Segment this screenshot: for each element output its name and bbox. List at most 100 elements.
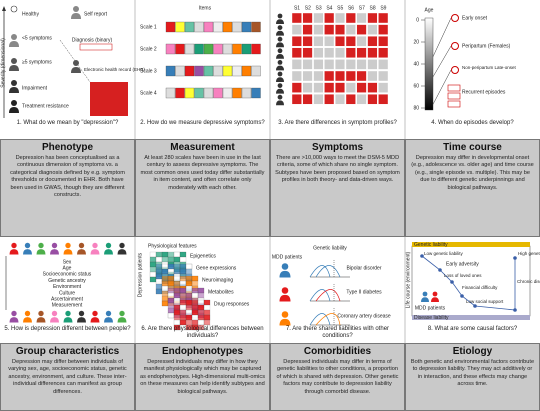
item-cell (165, 87, 176, 99)
person-head (11, 100, 17, 106)
symptom-cell (378, 59, 389, 70)
person-body (90, 249, 100, 255)
label: Epigenetics (190, 253, 216, 259)
omics-cell (185, 314, 193, 321)
label: Environment (53, 284, 82, 290)
omics-cell (173, 275, 181, 282)
label: Gene expressions (196, 265, 237, 271)
person-body (421, 297, 429, 302)
omics-cell (161, 251, 169, 258)
person-body (276, 30, 284, 36)
omics-cell (191, 280, 199, 287)
heading: Comorbidities (303, 346, 372, 357)
label: S9 (380, 5, 386, 11)
label: Ascertainment (51, 297, 84, 303)
symptom-cell (378, 12, 389, 24)
person-head (105, 242, 112, 249)
person-body (117, 317, 127, 323)
label: Non-peripartum Late-onset (462, 65, 517, 70)
symptom-cell (345, 24, 356, 35)
omics-cell (155, 263, 163, 270)
omics-cell (161, 285, 169, 292)
person-body (117, 249, 127, 255)
caption: 2. How do we measure depressive symptoms… (140, 120, 265, 126)
person-head (11, 80, 17, 86)
omics-cell (197, 314, 205, 321)
person-body (279, 294, 291, 302)
item-cell (203, 21, 214, 33)
item-cell (165, 65, 176, 77)
label: Genetic ancestry (48, 278, 86, 284)
omics-cell (161, 256, 169, 263)
person-head (119, 242, 125, 249)
omics-cell (173, 268, 181, 275)
omics-cell (173, 314, 181, 321)
label: Items (199, 5, 212, 11)
omics-cell (185, 280, 193, 287)
person-head (277, 25, 283, 30)
bar-bottom (412, 315, 530, 320)
person-body (276, 42, 284, 48)
label: Scale 1 (140, 24, 157, 30)
person-body (276, 88, 284, 94)
label: Healthy (22, 11, 39, 17)
person-body (9, 317, 19, 323)
omics-cell (161, 275, 169, 282)
person-head (24, 310, 31, 317)
description: There are >10,000 ways to meet the DSM-5… (275, 155, 400, 184)
omics-cell (197, 299, 205, 306)
person-body (276, 65, 284, 71)
item-cell (175, 43, 185, 55)
symptom-cell (367, 12, 378, 24)
label: Electronic health record (EHR) (84, 67, 146, 72)
person-head (11, 310, 17, 317)
label: Impairment (22, 85, 48, 91)
symptom-cell (302, 12, 313, 24)
symptom-cell (302, 93, 313, 105)
symptom-cell (313, 70, 324, 82)
item-cell (184, 65, 195, 77)
person-body (276, 100, 284, 106)
symptom-cell (378, 47, 389, 58)
node (450, 280, 454, 284)
symptom-cell (324, 12, 335, 24)
omics-cell (173, 263, 181, 270)
symptom-cell (335, 93, 346, 105)
person-body (279, 270, 291, 278)
link (432, 17, 452, 57)
description: Depression has been conceptualised as a … (10, 155, 125, 199)
symptom-cell (345, 82, 356, 93)
caption: 8. What are some causal factors? (427, 326, 518, 332)
person-body (63, 249, 73, 255)
person-head (38, 310, 44, 317)
item-cell (222, 65, 233, 77)
omics-cell (149, 276, 157, 283)
label: Measurement (52, 303, 83, 309)
item-cell (241, 65, 252, 77)
label: MDD patients (415, 305, 446, 311)
omics-cell (161, 290, 169, 297)
label: S4 (326, 5, 332, 11)
item-cell (184, 21, 195, 33)
curve (309, 289, 331, 302)
item-cell (241, 43, 252, 55)
label: Self report (84, 11, 108, 17)
label: Peripartum (Females) (462, 43, 511, 49)
symptom-cell (335, 70, 346, 82)
text-box (0, 139, 135, 237)
caption: 7. Are there shared liabilities with oth… (285, 326, 390, 339)
symptom-cell (335, 82, 346, 93)
omics-cell (179, 268, 187, 275)
person-body (431, 297, 439, 302)
omics-cell (155, 251, 163, 258)
person-body (9, 107, 19, 113)
person-head (65, 310, 71, 317)
item-cell (222, 21, 233, 33)
label: Loss of loved ones (444, 273, 482, 278)
curve (315, 289, 341, 302)
person-body (9, 13, 19, 19)
omics-cell (167, 268, 175, 275)
caption: 4. When do episodes develop? (431, 120, 514, 126)
symptom-cell (313, 82, 324, 93)
omics-cell (197, 287, 205, 294)
